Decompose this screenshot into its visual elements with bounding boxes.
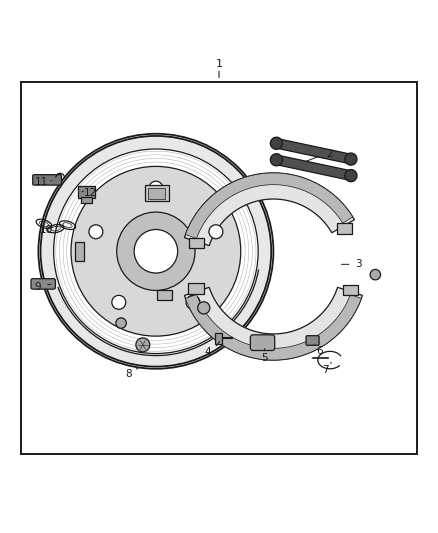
Bar xyxy=(343,285,358,295)
Polygon shape xyxy=(184,287,362,360)
Text: 7: 7 xyxy=(322,365,329,375)
Circle shape xyxy=(345,153,357,165)
Bar xyxy=(148,188,165,199)
Bar xyxy=(189,238,204,248)
Text: 5: 5 xyxy=(261,353,268,363)
Bar xyxy=(276,139,352,164)
Circle shape xyxy=(136,338,150,352)
Circle shape xyxy=(345,169,357,182)
Circle shape xyxy=(186,295,200,309)
Circle shape xyxy=(198,302,210,314)
Bar xyxy=(276,155,352,180)
Text: 6: 6 xyxy=(316,346,322,357)
Bar xyxy=(75,241,84,261)
Text: 11: 11 xyxy=(35,176,49,187)
Circle shape xyxy=(270,154,283,166)
Bar xyxy=(21,82,417,454)
Bar xyxy=(81,197,92,203)
Bar xyxy=(78,186,95,198)
FancyBboxPatch shape xyxy=(31,279,55,289)
Polygon shape xyxy=(185,295,361,360)
Circle shape xyxy=(89,225,103,239)
Bar xyxy=(215,333,222,344)
Circle shape xyxy=(41,136,271,367)
Circle shape xyxy=(116,318,126,328)
Text: 8: 8 xyxy=(126,369,132,379)
FancyBboxPatch shape xyxy=(306,336,319,345)
Bar xyxy=(337,223,352,234)
Bar xyxy=(188,284,204,294)
Text: 2: 2 xyxy=(327,149,333,159)
Circle shape xyxy=(112,295,126,309)
Circle shape xyxy=(117,212,195,290)
Polygon shape xyxy=(185,173,353,238)
Circle shape xyxy=(149,181,163,195)
FancyBboxPatch shape xyxy=(33,175,61,185)
Circle shape xyxy=(39,134,273,369)
Text: 10: 10 xyxy=(40,224,53,235)
Text: 3: 3 xyxy=(355,260,362,269)
Circle shape xyxy=(370,270,381,280)
Circle shape xyxy=(134,230,178,273)
Circle shape xyxy=(270,137,283,149)
Text: 9: 9 xyxy=(34,282,41,293)
Text: 12: 12 xyxy=(84,188,97,198)
Polygon shape xyxy=(184,173,354,246)
FancyBboxPatch shape xyxy=(251,335,275,351)
Circle shape xyxy=(209,225,223,239)
Circle shape xyxy=(53,149,258,353)
Bar xyxy=(157,289,173,300)
Text: 4: 4 xyxy=(205,347,212,357)
Bar xyxy=(145,184,169,201)
Circle shape xyxy=(71,166,241,336)
Text: 1: 1 xyxy=(215,59,223,69)
